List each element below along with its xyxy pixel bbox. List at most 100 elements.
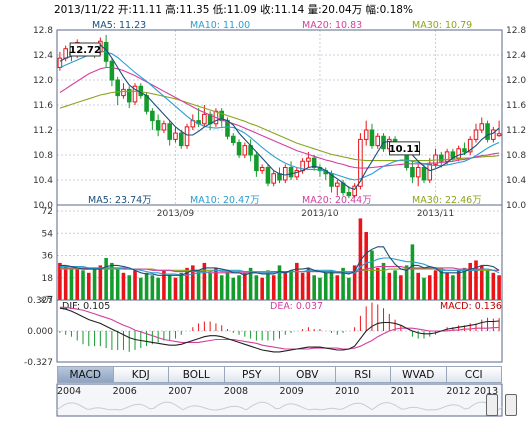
legend-item: MA5: 11.23 [92,20,147,31]
tab-wvad[interactable]: WVAD [391,366,447,383]
price-tick-right: 12.8 [506,26,526,36]
volume-bar [479,265,484,300]
timeline-years: 2004 2006 2007 2008 2009 2010 2011 2012 2013 [57,386,502,398]
candle-body [456,148,461,159]
timeline-navigator [56,383,503,417]
volume-ma5-line [59,246,500,276]
volume-bar [439,267,444,300]
volume-bar [387,272,392,300]
legend-item: DEA: 0.037 [270,301,324,312]
volume-bar [191,265,195,300]
candle-body [254,154,259,172]
volume-bar [427,275,432,300]
volume-bar [399,275,403,300]
tab-boll[interactable]: BOLL [169,366,225,383]
candle-body [410,167,415,178]
volume-bar [214,267,218,300]
price-tick-right: 12.0 [506,76,526,86]
volume-bar [81,270,85,300]
candle-body [439,154,444,162]
volume-bar [75,269,80,300]
candle-body [63,48,68,59]
macd-tick: 0.327 [27,296,53,306]
candle-body [219,110,224,122]
candle-body [335,182,340,187]
volume-bar [202,262,207,300]
timeline-year-label: 2010 [335,386,360,397]
price-tick-left: 11.6 [33,101,53,111]
timeline-sparkline [56,401,503,411]
price-ma20-line [59,66,500,169]
tab-obv[interactable]: OBV [280,366,336,383]
tab-kdj[interactable]: KDJ [113,366,169,383]
volume-bar [156,277,160,300]
tab-psy[interactable]: PSY [224,366,280,383]
candle-body [115,79,120,97]
tab-cci[interactable]: CCI [446,366,502,383]
volume-bar [393,270,397,300]
legend-item: MA5: 23.74万 [88,195,152,206]
legend-item: DIF: 0.105 [62,301,111,312]
legend-item: MA20: 20.44万 [302,195,372,206]
timeline-year-label: 2007 [168,386,193,397]
volume-bar [237,275,241,300]
volume-bar [347,277,351,300]
price-ma5-line [59,44,500,191]
candle-body [485,123,490,140]
volume-bar [271,275,276,300]
date-tick-label: 2013/10 [301,209,339,219]
candle-body [288,167,294,178]
candle-body [479,123,485,131]
candle-body [467,138,473,153]
volume-bar [98,265,103,300]
volume-bar [300,272,305,300]
legend-item: MACD: 0.136 [440,301,502,312]
candle-body [230,135,236,143]
volume-bar [370,250,374,300]
volume-unit: x万 [40,295,53,304]
price-annotation-box [69,42,101,57]
volume-bar [462,267,467,300]
candle-body [462,148,467,153]
price-tick-right: 10.4 [506,176,526,186]
candle-body [259,167,265,172]
tab-macd[interactable]: MACD [57,366,114,383]
volume-tick: 72 [42,207,53,217]
volume-bar [86,272,91,300]
volume-bar [289,270,293,300]
timeline-handle-right[interactable] [505,394,517,416]
timeline-year-label: 2011 [390,386,415,397]
volume-bar [219,275,224,300]
volume-tick: 54 [42,229,54,239]
candle-body [363,129,369,140]
tab-rsi[interactable]: RSI [335,366,391,383]
volume-bar [162,270,166,300]
candle-body [242,145,248,156]
volume-bar [260,277,264,300]
candle-body [444,151,450,162]
price-ma30-line [59,90,500,162]
candle-body [271,173,277,184]
candle-body [294,170,300,178]
timeline-year-label: 2009 [279,386,304,397]
candle-body [178,132,184,147]
price-annotation-box [389,141,421,156]
volume-bar [312,275,316,300]
candle-body [121,88,126,97]
candle-body [473,129,479,140]
timeline-handle-left[interactable] [486,394,498,416]
volume-bar [410,244,415,300]
legend-item: MA30: 22.46万 [412,195,482,206]
candle-body [236,142,242,156]
volume-bar [318,277,322,300]
volume-bar [150,275,155,300]
timeline-year-label: 2006 [112,386,137,397]
candle-body [161,123,167,131]
date-tick-label: 2013/09 [157,209,195,219]
volume-bar [208,272,212,300]
volume-bar [133,270,137,300]
candle-body [415,167,421,178]
volume-bar [451,275,455,300]
indicator-tabs: MACD KDJ BOLL PSY OBV RSI WVAD CCI [57,366,502,383]
candle-body [491,129,496,140]
